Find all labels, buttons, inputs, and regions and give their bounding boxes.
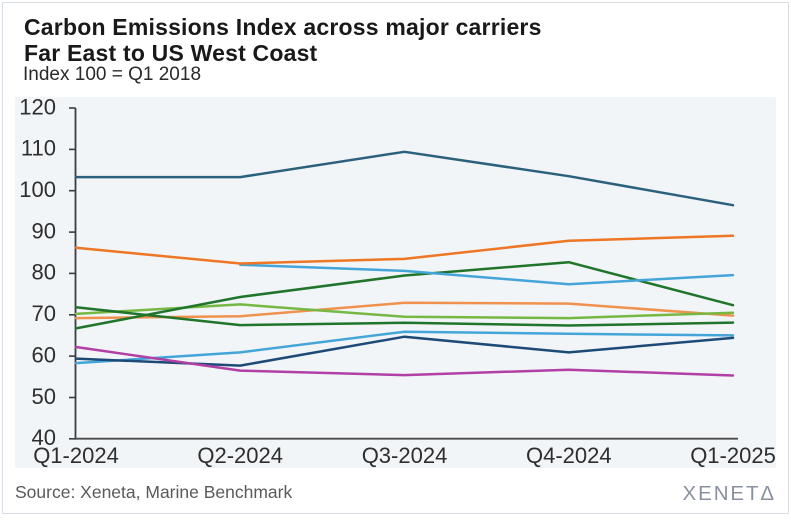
svg-text:110: 110 [21, 136, 56, 161]
svg-text:120: 120 [19, 94, 56, 119]
svg-text:80: 80 [32, 260, 56, 285]
svg-text:Q1-2025: Q1-2025 [690, 443, 776, 468]
svg-text:40: 40 [32, 425, 56, 450]
svg-text:Q1-2024: Q1-2024 [33, 443, 119, 468]
svg-text:Q3-2024: Q3-2024 [362, 443, 448, 468]
svg-text:Q2-2024: Q2-2024 [197, 443, 283, 468]
svg-text:50: 50 [32, 384, 56, 409]
svg-text:90: 90 [32, 218, 56, 243]
svg-text:Q4-2024: Q4-2024 [526, 443, 612, 468]
svg-text:60: 60 [32, 342, 56, 367]
svg-text:70: 70 [32, 301, 56, 326]
svg-text:100: 100 [19, 177, 56, 202]
